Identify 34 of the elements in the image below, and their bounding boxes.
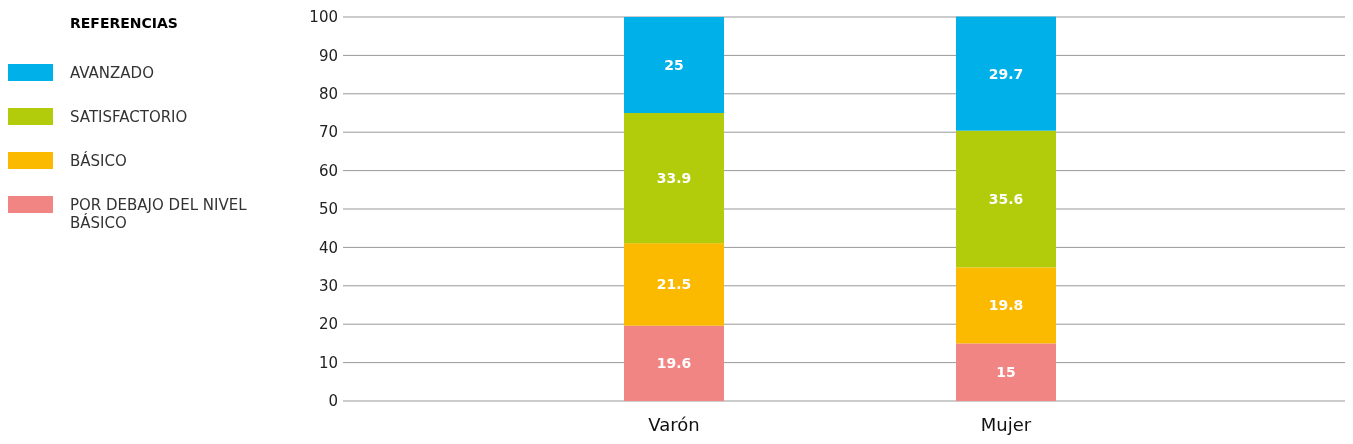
data-label: 35.6	[988, 190, 1024, 207]
bar	[956, 16, 1056, 131]
bar	[624, 243, 724, 326]
data-label: 19.6	[656, 355, 692, 372]
data-label: 19.8	[988, 297, 1024, 314]
legend-label: POR DEBAJO DEL NIVEL BÁSICO	[70, 196, 248, 232]
y-tick-label: 80	[318, 85, 338, 104]
bar	[956, 343, 1056, 401]
y-tick-label: 70	[318, 123, 338, 142]
y-tick-label: 30	[318, 277, 338, 296]
y-tick-label: 10	[318, 353, 338, 372]
bar	[956, 267, 1056, 344]
bar	[624, 325, 724, 401]
data-label: 25	[664, 56, 684, 73]
x-tick-label: Mujer	[980, 414, 1032, 435]
y-tick-label: 90	[318, 46, 338, 65]
data-label: 33.9	[656, 169, 692, 186]
data-label: 21.5	[656, 276, 692, 293]
legend-label: SATISFACTORIO	[70, 108, 188, 126]
legend-label: AVANZADO	[70, 64, 154, 82]
bar	[624, 113, 724, 244]
data-label: 29.7	[988, 65, 1024, 82]
legend-title: REFERENCIAS	[70, 15, 178, 31]
data-label: 15	[996, 364, 1016, 381]
y-tick-label: 60	[318, 161, 338, 180]
y-tick-label: 40	[318, 238, 338, 257]
y-tick-label: 50	[318, 200, 338, 219]
y-tick-label: 0	[328, 392, 338, 411]
y-tick-label: 100	[309, 8, 338, 27]
bar	[624, 17, 724, 113]
legend-label: BÁSICO	[70, 151, 127, 170]
x-tick-label: Varón	[648, 414, 700, 435]
bar	[956, 130, 1056, 268]
y-tick-label: 20	[318, 315, 338, 334]
